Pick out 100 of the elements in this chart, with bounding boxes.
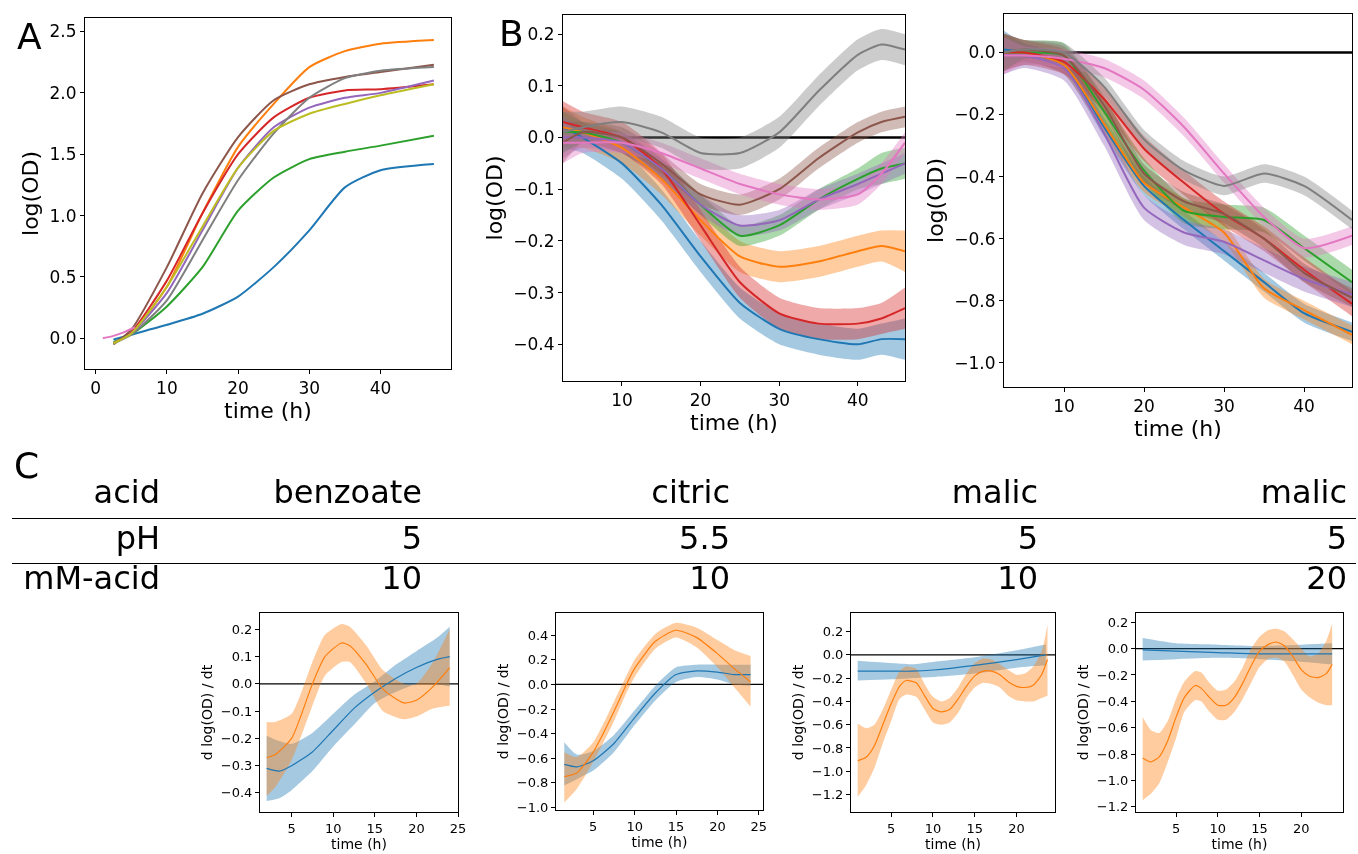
x-tick-label: 10 <box>324 820 342 836</box>
text: 10 <box>997 559 1038 597</box>
y-tick-label: −0.2 <box>513 230 555 251</box>
y-tick-label: −0.2 <box>811 670 844 686</box>
y-tick-label: 0.1 <box>527 75 555 96</box>
y-tick-label: −0.3 <box>220 758 253 774</box>
y-tick-label: −0.1 <box>220 703 253 719</box>
y-axis-title: d log(OD) / dt <box>495 663 512 760</box>
text: A <box>17 16 42 57</box>
y-tick-label: −0.4 <box>513 334 555 355</box>
y-tick-label: −0.4 <box>516 726 549 742</box>
y-tick-label: 0.2 <box>1107 614 1129 630</box>
y-tick-label: −0.6 <box>1096 720 1129 736</box>
y-tick-label: 0.0 <box>231 676 253 692</box>
y-tick-label: −1.0 <box>954 352 996 373</box>
y-tick-label: −0.6 <box>811 717 844 733</box>
x-tick-label: 5 <box>287 820 296 836</box>
y-axis-title: log(OD) <box>482 155 508 241</box>
y-tick-label: −0.8 <box>954 290 996 311</box>
x-axis-title: time (h) <box>690 410 778 436</box>
x-tick-label: 20 <box>1008 820 1025 836</box>
y-tick-label: 1.5 <box>49 144 77 165</box>
x-tick-label: 40 <box>1293 396 1315 417</box>
y-tick-label: 2.0 <box>49 82 77 103</box>
y-tick-label: 0.0 <box>527 127 555 148</box>
x-tick-label: 30 <box>1213 396 1235 417</box>
text: benzoate <box>273 473 422 511</box>
x-tick-label: 20 <box>408 820 425 836</box>
x-tick-label: 40 <box>369 378 392 399</box>
x-tick-label: 20 <box>1293 820 1310 836</box>
y-tick-label: −0.4 <box>220 785 253 801</box>
y-tick-label: 0.2 <box>231 621 253 637</box>
x-tick-label: 10 <box>156 378 178 399</box>
text: 10 <box>689 559 730 597</box>
y-tick-label: −1.2 <box>1096 799 1129 815</box>
y-tick-label: 0.0 <box>968 42 996 63</box>
y-tick-label: −1.0 <box>811 763 844 779</box>
y-tick-label: −0.4 <box>1096 693 1129 709</box>
x-tick-label: 40 <box>847 390 869 411</box>
x-tick-label: 20 <box>689 390 712 411</box>
x-axis-title: time (h) <box>224 398 312 424</box>
text: acid <box>93 473 160 511</box>
y-tick-label: 0.2 <box>822 624 844 640</box>
y-tick-label: −0.8 <box>516 775 549 791</box>
y-tick-label: −0.4 <box>811 693 844 709</box>
text: citric <box>651 473 730 511</box>
x-axis-title: time (h) <box>1134 416 1222 442</box>
y-tick-label: 0.2 <box>527 24 555 45</box>
x-tick-label: 10 <box>924 820 942 836</box>
text: malic <box>951 473 1038 511</box>
y-tick-label: −0.8 <box>811 740 844 756</box>
x-tick-label: 5 <box>1171 820 1181 836</box>
y-tick-label: −0.3 <box>513 282 555 303</box>
x-axis-title: time (h) <box>925 835 981 852</box>
y-tick-label: 0.0 <box>49 328 77 349</box>
text: 5 <box>401 519 422 557</box>
x-tick-label: 30 <box>298 378 321 399</box>
text: pH <box>115 519 160 557</box>
y-tick-label: 0.4 <box>527 627 549 643</box>
x-tick-label: 5 <box>589 818 598 834</box>
y-tick-label: −0.6 <box>954 228 996 249</box>
x-tick-label: 10 <box>626 818 643 834</box>
x-tick-label: 5 <box>886 820 896 836</box>
y-tick-label: 0.0 <box>1107 641 1129 657</box>
y-tick-label: 0.5 <box>49 266 77 287</box>
y-tick-label: −0.2 <box>1096 667 1129 683</box>
text: malic <box>1260 473 1347 511</box>
x-tick-label: 25 <box>750 818 768 834</box>
text: 5 <box>1326 519 1347 557</box>
text: 5 <box>1017 519 1038 557</box>
x-tick-label: 20 <box>1133 396 1155 417</box>
y-tick-label: −0.2 <box>954 104 996 125</box>
y-tick-label: −1.0 <box>516 800 549 816</box>
y-axis-title: log(OD) <box>18 151 44 236</box>
y-tick-label: 0.2 <box>527 652 549 668</box>
x-tick-label: 15 <box>667 818 685 834</box>
x-tick-label: 0 <box>90 378 102 399</box>
text: B <box>499 13 524 54</box>
x-tick-label: 20 <box>709 818 726 834</box>
y-axis-title: d log(OD) / dt <box>1075 664 1092 761</box>
y-tick-label: −0.6 <box>516 750 549 766</box>
y-tick-label: −0.1 <box>513 179 555 200</box>
y-tick-label: 0.1 <box>231 649 253 665</box>
y-tick-label: −0.8 <box>1096 746 1129 762</box>
x-axis-title: time (h) <box>1211 835 1268 852</box>
x-axis-title: time (h) <box>331 835 387 852</box>
x-tick-label: 10 <box>1209 820 1227 836</box>
x-tick-label: 10 <box>611 390 633 411</box>
x-tick-label: 10 <box>1053 396 1075 417</box>
y-tick-label: −1.2 <box>811 787 844 803</box>
y-tick-label: 0.0 <box>527 676 549 692</box>
y-tick-label: 2.5 <box>49 21 77 42</box>
x-tick-label: 15 <box>966 820 984 836</box>
text: 10 <box>381 559 422 597</box>
x-tick-label: 25 <box>449 820 467 836</box>
y-tick-label: −1.0 <box>1096 772 1129 788</box>
text: 5.5 <box>679 519 730 557</box>
x-tick-label: 15 <box>1251 820 1268 836</box>
text: 20 <box>1306 559 1347 597</box>
x-tick-label: 20 <box>227 378 249 399</box>
